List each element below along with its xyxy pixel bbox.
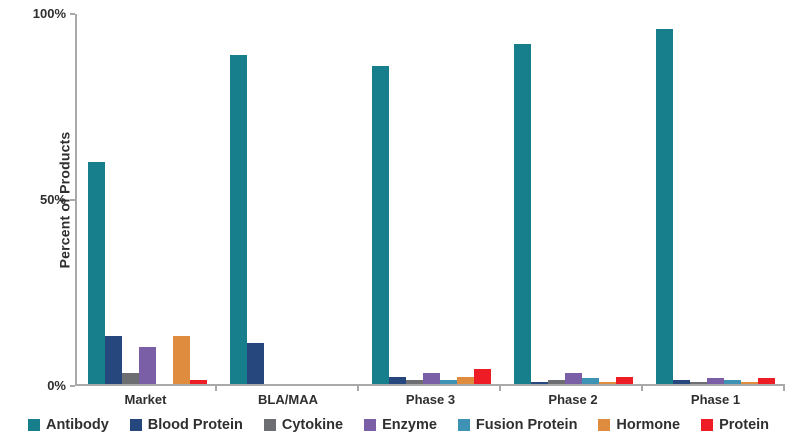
bar-group-phase-2 <box>514 14 633 384</box>
bar-antibody <box>372 65 389 384</box>
x-tick-mark <box>357 386 359 391</box>
x-tick-mark <box>215 386 217 391</box>
bar-enzyme <box>707 378 724 384</box>
x-tick-mark <box>783 386 785 391</box>
legend-item-enzyme: Enzyme <box>364 417 437 433</box>
bar-blood-protein <box>105 335 122 384</box>
plot-area-groups <box>77 14 785 384</box>
plot-area <box>75 14 785 386</box>
y-tick-mark <box>70 385 75 387</box>
y-tick-label: 100% <box>32 6 66 21</box>
legend-label: Protein <box>719 417 770 433</box>
legend-label: Antibody <box>45 417 109 433</box>
legend: Antibody Blood Protein Cytokine Enzyme Fusio… <box>0 417 797 433</box>
bar-enzyme <box>139 347 156 384</box>
bar-cytokine <box>548 380 565 384</box>
x-axis-labels: Market BLA/MAA Phase 3 Phase 2 Phase 1 <box>75 392 785 407</box>
x-axis-label-bla-maa: BLA/MAA <box>258 392 318 407</box>
legend-swatch-icon <box>701 419 714 431</box>
bar-cytokine <box>406 380 423 384</box>
bar-hormone <box>741 382 758 384</box>
bar-hormone <box>599 382 616 384</box>
bar-protein <box>474 369 491 384</box>
bar-hormone <box>173 335 190 384</box>
legend-item-cytokine: Cytokine <box>263 417 344 433</box>
bar-protein <box>758 378 775 384</box>
y-tick-label: 50% <box>39 192 66 207</box>
legend-label: Cytokine <box>281 417 344 433</box>
bar-protein <box>190 380 207 384</box>
legend-label: Enzyme <box>382 417 437 433</box>
x-tick-mark <box>641 386 643 391</box>
legend-swatch-icon <box>364 419 377 431</box>
legend-label: Fusion Protein <box>475 417 578 433</box>
legend-item-protein: Protein <box>701 417 769 433</box>
legend-swatch-icon <box>263 419 276 431</box>
bar-fusion-protein <box>582 378 599 384</box>
legend-swatch-icon <box>129 419 142 431</box>
x-axis-label-phase-1: Phase 1 <box>690 392 741 407</box>
bar-group-market <box>88 14 207 384</box>
bar-antibody <box>230 54 247 384</box>
bar-cytokine <box>690 382 707 384</box>
bar-cytokine <box>122 372 139 384</box>
bar-hormone <box>457 376 474 384</box>
bar-blood-protein <box>247 343 264 384</box>
bar-protein <box>616 376 633 384</box>
bar-fusion-protein <box>724 380 741 384</box>
bar-group-phase-1 <box>656 14 775 384</box>
bar-antibody <box>88 162 105 384</box>
bar-group-bla-maa <box>230 14 349 384</box>
legend-item-blood-protein: Blood Protein <box>129 417 243 433</box>
bar-enzyme <box>423 372 440 384</box>
legend-item-antibody: Antibody <box>27 417 109 433</box>
bar-blood-protein <box>673 380 690 384</box>
x-axis-label-phase-3: Phase 3 <box>405 392 456 407</box>
legend-item-hormone: Hormone <box>598 417 680 433</box>
bar-blood-protein <box>389 376 406 384</box>
bar-blood-protein <box>531 382 548 384</box>
bar-group-phase-3 <box>372 14 491 384</box>
legend-label: Blood Protein <box>147 417 243 433</box>
legend-item-fusion-protein: Fusion Protein <box>457 417 578 433</box>
bar-enzyme <box>565 372 582 384</box>
bar-antibody <box>514 43 531 384</box>
x-axis-label-phase-2: Phase 2 <box>548 392 598 407</box>
bar-antibody <box>656 28 673 384</box>
x-tick-mark <box>499 386 501 391</box>
legend-swatch-icon <box>27 419 40 431</box>
y-tick-mark <box>70 13 75 15</box>
legend-swatch-icon <box>598 419 611 431</box>
x-axis-label-market: Market <box>124 392 167 407</box>
legend-swatch-icon <box>457 419 470 431</box>
y-tick-mark <box>70 199 75 201</box>
bar-fusion-protein <box>440 380 457 384</box>
y-tick-label: 0% <box>47 378 66 393</box>
legend-label: Hormone <box>616 417 681 433</box>
